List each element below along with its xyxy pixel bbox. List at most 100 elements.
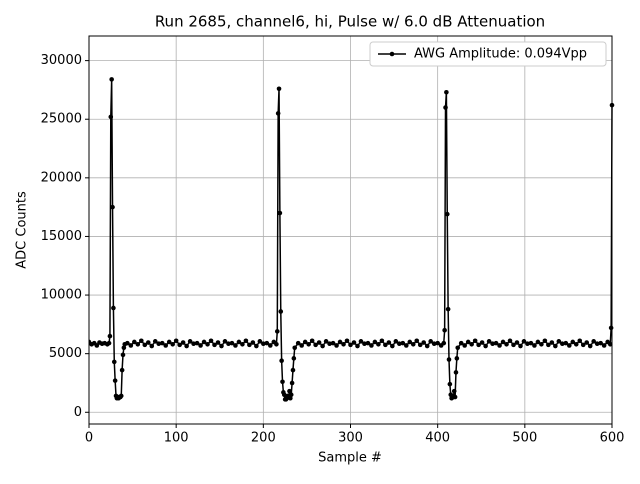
data-point (497, 343, 502, 348)
data-point (451, 388, 457, 394)
data-point (184, 343, 189, 349)
data-point (393, 339, 399, 344)
data-point (240, 341, 245, 347)
data-point (601, 343, 607, 348)
data-point (159, 340, 165, 346)
chart-title: Run 2685, channel6, hi, Pulse w/ 6.0 dB … (155, 13, 545, 31)
data-point (539, 341, 544, 347)
x-tick-label: 300 (338, 431, 363, 446)
data-point (490, 341, 495, 347)
x-axis-label: Sample # (318, 451, 382, 466)
data-point (465, 339, 471, 345)
data-point (276, 86, 282, 92)
data-point (111, 305, 116, 311)
data-point (198, 343, 203, 348)
data-point (299, 343, 304, 348)
data-point (302, 339, 308, 345)
data-point (542, 338, 548, 344)
data-point (278, 309, 284, 314)
data-point (598, 340, 603, 346)
data-point (479, 340, 485, 345)
data-point (573, 341, 579, 347)
data-point (365, 340, 371, 346)
data-point (472, 338, 478, 344)
y-axis-label: ADC Counts (15, 191, 30, 269)
data-point (591, 339, 596, 344)
data-point (493, 340, 499, 346)
data-point (351, 340, 357, 345)
data-point (291, 356, 297, 361)
x-tick-label: 200 (251, 431, 276, 446)
data-point (120, 352, 126, 358)
axes-frame (88, 35, 613, 425)
data-point (424, 343, 430, 349)
data-point (504, 341, 509, 347)
y-tick-label: 15000 (41, 229, 82, 244)
data-point (528, 340, 534, 346)
data-point (313, 342, 318, 348)
data-point (535, 339, 541, 345)
data-point (570, 339, 576, 345)
data-point (180, 340, 186, 345)
data-point (500, 339, 506, 345)
data-point (546, 342, 551, 348)
data-point (110, 204, 115, 210)
data-point (226, 341, 231, 347)
data-point (274, 341, 279, 347)
data-point (379, 338, 385, 344)
data-point (243, 338, 249, 344)
data-point (264, 340, 270, 346)
legend-label: AWG Amplitude: 0.094Vpp (414, 47, 587, 62)
data-point (549, 340, 555, 345)
data-point (109, 77, 114, 82)
data-point (112, 378, 118, 383)
data-point (257, 339, 263, 344)
x-tick-label: 400 (425, 431, 450, 446)
data-point (417, 342, 423, 348)
data-point (580, 342, 586, 348)
data-point (194, 340, 200, 346)
data-point (288, 392, 294, 397)
data-point (106, 340, 112, 346)
data-point (121, 345, 127, 351)
data-point (250, 340, 256, 345)
data-point (191, 341, 196, 347)
data-point (455, 345, 461, 351)
data-point (414, 338, 420, 344)
data-point (469, 341, 474, 347)
data-point (476, 342, 481, 348)
data-point (139, 338, 144, 344)
data-point (306, 341, 311, 347)
data-point (119, 367, 125, 373)
data-point (362, 341, 367, 347)
data-point (208, 338, 214, 344)
data-point (566, 343, 572, 348)
data-point (219, 343, 224, 349)
data-point (443, 105, 448, 110)
data-point (435, 340, 440, 346)
y-tick-label: 30000 (41, 53, 82, 68)
data-point (201, 339, 207, 345)
data-point (163, 343, 169, 348)
data-point (407, 339, 413, 345)
data-point (149, 343, 155, 349)
data-point (400, 340, 406, 346)
data-point (553, 343, 558, 349)
data-point (295, 340, 301, 346)
data-point (268, 343, 273, 348)
data-point (288, 395, 293, 401)
data-point (444, 89, 449, 95)
data-point (279, 358, 284, 364)
data-point (458, 340, 464, 346)
data-point (453, 370, 459, 375)
data-point (348, 342, 353, 348)
data-point (563, 340, 569, 346)
data-point (145, 340, 151, 345)
data-point (607, 341, 613, 347)
data-point (445, 306, 451, 312)
x-tick-label: 500 (512, 431, 537, 446)
data-point (94, 343, 100, 348)
data-point (330, 340, 336, 346)
